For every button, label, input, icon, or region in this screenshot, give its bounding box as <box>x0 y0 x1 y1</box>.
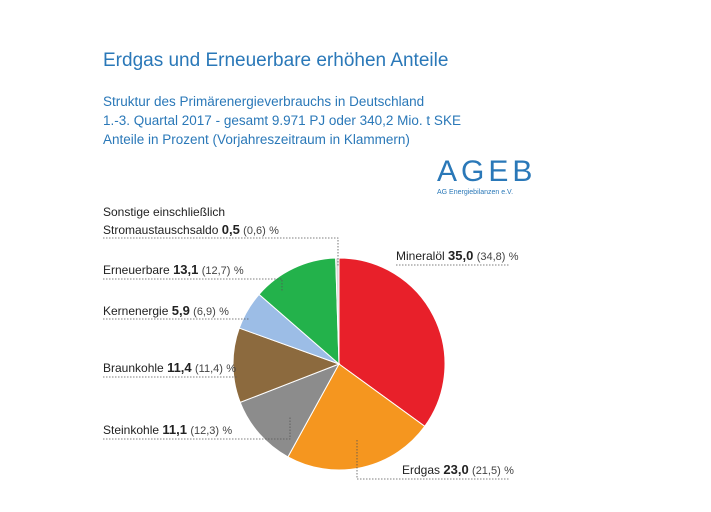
pie-slice-mineraloel <box>338 257 446 428</box>
label-erdgas-name: Erdgas <box>402 463 441 477</box>
pie-slice-braunkohle <box>232 327 341 404</box>
label-steinkohle-prev: (12,3) <box>190 425 220 437</box>
label-steinkohle-unit: % <box>222 425 233 437</box>
label-mineraloel-unit: % <box>508 251 519 263</box>
label-erneuerbare-value: 13,1 <box>173 262 199 277</box>
label-braunkohle-unit: % <box>226 363 237 375</box>
label-steinkohle-name: Steinkohle <box>103 423 160 437</box>
label-braunkohle-prev: (11,4) <box>195 363 223 375</box>
label-kernenergie: Kernenergie 5,9 (6,9) % <box>103 303 229 318</box>
label-sonstige: Stromaustauschsaldo 0,5 (0,6) % <box>103 222 279 237</box>
label-erneuerbare-unit: % <box>233 265 244 277</box>
label-kernenergie-value: 5,9 <box>171 303 190 318</box>
label-kernenergie-name: Kernenergie <box>103 304 169 318</box>
label-sonstige-value: 0,5 <box>221 222 240 237</box>
pie-slice-steinkohle <box>239 363 341 458</box>
label-sonstige-prev: (0,6) <box>243 225 266 237</box>
ageb-logo-tagline: AG Energiebilanzen e.V. <box>437 189 514 196</box>
pie-slice-erdgas <box>287 363 426 471</box>
label-erdgas-value: 23,0 <box>443 462 469 477</box>
label-braunkohle-name: Braunkohle <box>103 361 164 375</box>
chart-title: Erdgas und Erneuerbare erhöhen Anteile <box>103 50 449 71</box>
ageb-logo: AGEB <box>437 155 537 188</box>
label-erdgas-unit: % <box>504 465 514 477</box>
label-erneuerbare-prev: (12,7) <box>201 265 231 277</box>
label-mineraloel-name: Mineralöl <box>396 249 445 263</box>
label-sonstige-line1: Sonstige einschließlich <box>103 205 226 219</box>
pie-slice-sonstige <box>335 257 340 365</box>
pie-slice-erneuerbare <box>258 257 340 366</box>
label-erdgas: Erdgas 23,0 (21,5) % <box>402 462 514 477</box>
label-erneuerbare-name: Erneuerbare <box>103 263 170 277</box>
label-mineraloel-prev: (34,8) <box>476 251 506 263</box>
label-kernenergie-unit: % <box>219 306 229 318</box>
label-erneuerbare: Erneuerbare 13,1 (12,7) % <box>103 262 244 277</box>
label-steinkohle-value: 11,1 <box>162 422 187 437</box>
label-sonstige-name: Stromaustauschsaldo <box>103 223 219 237</box>
chart-subtitle-line-2: 1.-3. Quartal 2017 - gesamt 9.971 PJ ode… <box>103 113 461 128</box>
label-braunkohle-value: 11,4 <box>167 360 192 375</box>
chart-subtitle-line-1: Struktur des Primärenergieverbrauchs in … <box>103 94 425 109</box>
leader-line-sonstige <box>103 237 339 266</box>
leader-line-erdgas <box>356 440 510 480</box>
label-sonstige-unit: % <box>269 225 279 237</box>
label-kernenergie-prev: (6,9) <box>193 306 216 318</box>
chart-subtitle-line-3: Anteile in Prozent (Vorjahreszeitraum in… <box>103 132 410 147</box>
label-mineraloel: Mineralöl 35,0 (34,8) % <box>396 248 519 263</box>
label-mineraloel-value: 35,0 <box>448 248 474 263</box>
leader-line-steinkohle <box>103 416 291 440</box>
label-erdgas-prev: (21,5) <box>472 465 501 477</box>
label-steinkohle: Steinkohle 11,1 (12,3) % <box>103 422 232 437</box>
leader-line-erneuerbare <box>103 278 283 292</box>
label-braunkohle: Braunkohle 11,4 (11,4) % <box>103 360 236 375</box>
